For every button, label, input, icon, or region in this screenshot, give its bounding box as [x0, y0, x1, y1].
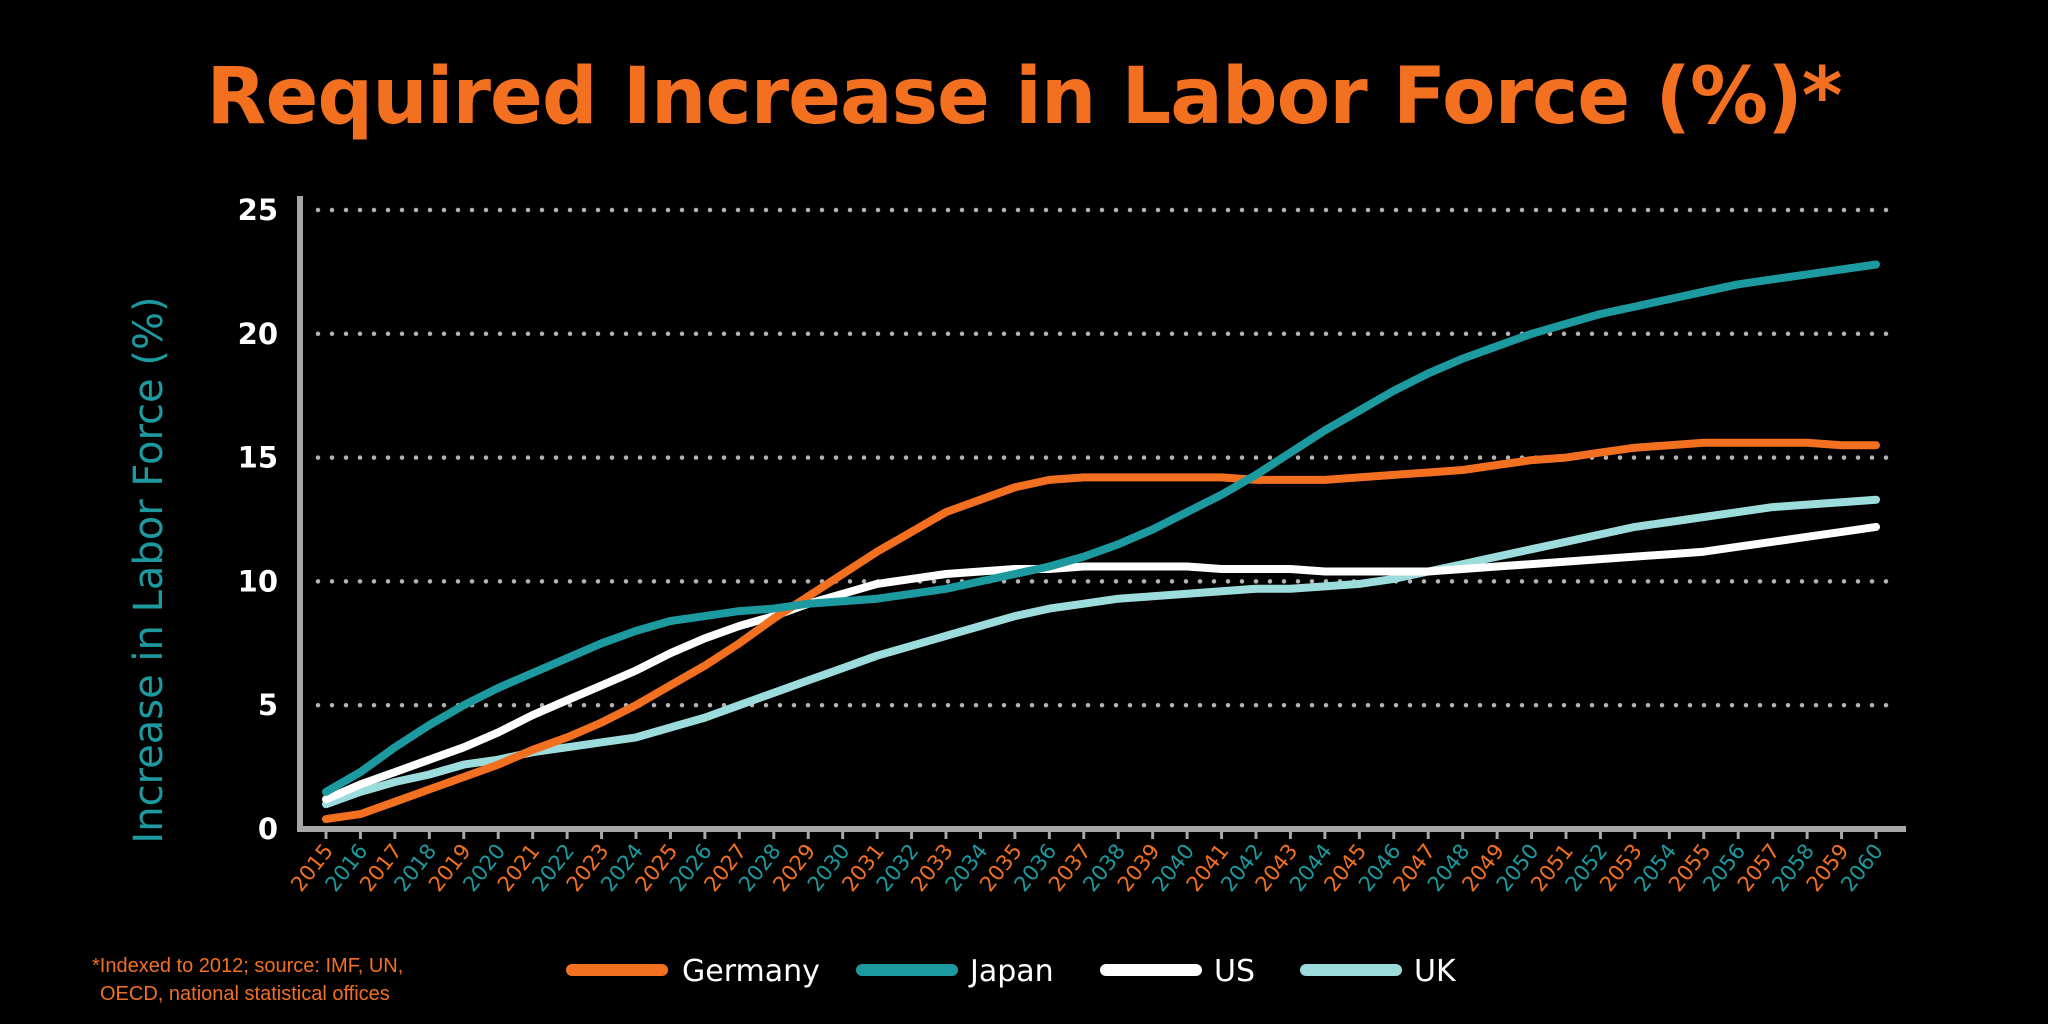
x-axis-ticks: 2015201620172018201920202021202220232024… — [286, 839, 1888, 896]
series-line-uk — [322, 495, 1880, 809]
y-tick-label: 0 — [258, 812, 278, 846]
legend-item-uk: UK — [1300, 954, 1457, 989]
legend-label: Germany — [682, 954, 820, 989]
y-tick-label: 25 — [238, 193, 278, 227]
y-tick-label: 20 — [238, 317, 278, 351]
footnote-line-2: OECD, national statistical offices — [100, 983, 390, 1005]
chart-title: Required Increase in Labor Force (%)* — [206, 52, 1842, 142]
footnote-line-1: *Indexed to 2012; source: IMF, UN, — [92, 955, 404, 977]
y-tick-label: 10 — [238, 564, 278, 598]
series-line-us — [322, 522, 1880, 804]
series-lines — [322, 260, 1880, 824]
y-axis-ticks: 0 5 10 15 20 25 — [238, 193, 278, 846]
axes — [297, 196, 1906, 839]
legend-label: Japan — [968, 954, 1054, 989]
gridlines — [315, 207, 1893, 708]
legend-label: UK — [1414, 954, 1457, 989]
legend-item-germany: Germany — [566, 954, 820, 989]
y-axis-title: Increase in Labor Force (%) — [126, 296, 172, 843]
legend-label: US — [1214, 954, 1255, 989]
legend-item-japan: Japan — [856, 954, 1054, 989]
series-line-japan — [322, 260, 1880, 796]
legend-item-us: US — [1100, 954, 1255, 989]
y-tick-label: 15 — [238, 441, 278, 475]
legend: Germany Japan US UK — [566, 954, 1457, 989]
y-tick-label: 5 — [258, 688, 278, 722]
series-line-germany — [322, 438, 1880, 824]
footnote: *Indexed to 2012; source: IMF, UN, OECD,… — [92, 952, 432, 1008]
